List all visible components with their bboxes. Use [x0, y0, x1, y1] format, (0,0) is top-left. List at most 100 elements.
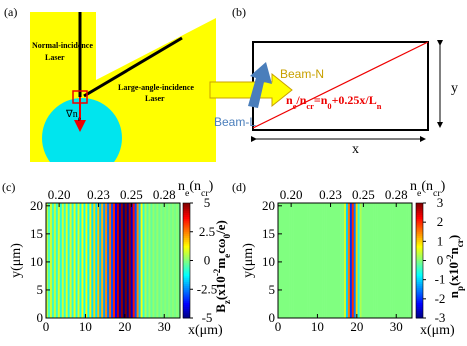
heat-column	[168, 203, 171, 318]
y-tick-label: 10	[30, 254, 43, 269]
text-part: (n	[421, 179, 433, 194]
heat-column	[278, 203, 281, 318]
heat-column	[113, 203, 116, 318]
heat-column	[287, 203, 290, 318]
top-tick-label: 0.28	[153, 187, 176, 202]
colorbar-step	[416, 249, 423, 252]
top-tick-label: 0.28	[385, 187, 408, 202]
heat-column	[120, 203, 124, 318]
y-tick-label: 5	[37, 282, 44, 297]
colorbar-step	[416, 268, 423, 271]
colorbar-step	[183, 314, 190, 317]
y-tick-label: 0	[269, 310, 276, 325]
panel-label: (c)	[2, 180, 15, 194]
heat-column	[114, 203, 118, 318]
colorbar-step	[416, 235, 423, 238]
heat-column	[400, 203, 403, 318]
colorbar-step	[183, 206, 190, 210]
heat-column	[303, 203, 306, 318]
heat-column	[140, 203, 143, 318]
colorbar-step	[183, 216, 190, 219]
text-part: cr	[201, 188, 209, 199]
heat-column	[136, 203, 139, 318]
heat-column	[295, 203, 298, 318]
colorbar-step	[416, 308, 423, 311]
heat-column	[176, 203, 179, 318]
text-part: n	[446, 290, 461, 298]
colorbar-step	[183, 214, 190, 217]
axis-label: x(μm)	[420, 323, 455, 338]
colorbar-step	[416, 250, 423, 254]
text-part: z	[222, 300, 232, 304]
colorbar-tick-label: 2	[437, 214, 444, 229]
heat-column	[99, 203, 102, 318]
colorbar-step	[183, 247, 190, 250]
heat-column	[398, 203, 401, 318]
heat-column	[408, 203, 411, 318]
colorbar-step	[416, 291, 423, 294]
heat-column	[365, 203, 368, 318]
heat-column	[392, 203, 395, 318]
beam-label: Large-angle-incidence	[118, 83, 194, 92]
heat-column	[69, 203, 72, 318]
heat-column	[103, 203, 106, 318]
colorbar-step	[183, 289, 190, 292]
colorbar-step	[183, 306, 190, 309]
colorbar-step	[416, 222, 423, 225]
text-part: e	[78, 115, 81, 123]
heat-column	[291, 203, 294, 318]
heat-column	[148, 203, 151, 318]
colorbar-step	[416, 316, 423, 319]
heat-column	[367, 203, 370, 318]
heat-column	[49, 203, 53, 318]
heat-column	[359, 203, 362, 318]
colorbar-step	[416, 279, 423, 283]
heat-column	[164, 203, 167, 318]
text-part: e	[293, 102, 297, 111]
heat-column	[105, 203, 108, 318]
colorbar-tick-label: 2.5	[199, 224, 215, 239]
colorbar-step	[416, 204, 423, 208]
colorbar-step	[183, 287, 190, 290]
colorbar-step	[416, 296, 423, 300]
text-part: n	[446, 246, 461, 254]
colorbar-tick-label: 0	[204, 253, 211, 268]
heat-column	[118, 203, 122, 318]
heat-column	[314, 203, 318, 318]
colorbar-step	[183, 250, 190, 254]
colorbar-step	[183, 233, 190, 237]
text-part: =n	[314, 93, 328, 107]
text-part: e	[222, 254, 232, 258]
colorbar-step	[416, 285, 423, 288]
colorbar-step	[183, 204, 190, 208]
colorbar-step	[416, 281, 423, 284]
heat-column	[166, 203, 169, 318]
top-tick-label: 0.23	[87, 187, 110, 202]
heat-column	[330, 203, 333, 318]
colorbar-step	[183, 231, 190, 235]
heat-column	[174, 203, 177, 318]
x-tick-label: 30	[158, 319, 171, 334]
colorbar-step	[183, 293, 190, 296]
colorbar-step	[183, 281, 190, 284]
target	[42, 98, 122, 162]
colorbar-step	[416, 283, 423, 286]
text-part: p	[455, 286, 465, 291]
colorbar-step	[183, 212, 190, 215]
heat-column	[320, 203, 323, 318]
colorbar-step	[183, 224, 190, 227]
heat-column	[382, 203, 386, 318]
heat-column	[57, 203, 61, 318]
heat-column	[116, 203, 120, 318]
y-tick-label: 5	[269, 282, 276, 297]
colorbar-step	[183, 235, 190, 238]
heat-column	[128, 203, 132, 318]
y-tick-label: 20	[262, 198, 275, 213]
colorbar-step	[416, 304, 423, 307]
beam-label: Beam-L	[214, 115, 256, 129]
colorbar-step	[183, 227, 190, 231]
heat-column	[342, 203, 345, 318]
x-tick-label: 10	[311, 319, 324, 334]
colorbar-step	[416, 206, 423, 210]
heat-column	[67, 203, 70, 318]
